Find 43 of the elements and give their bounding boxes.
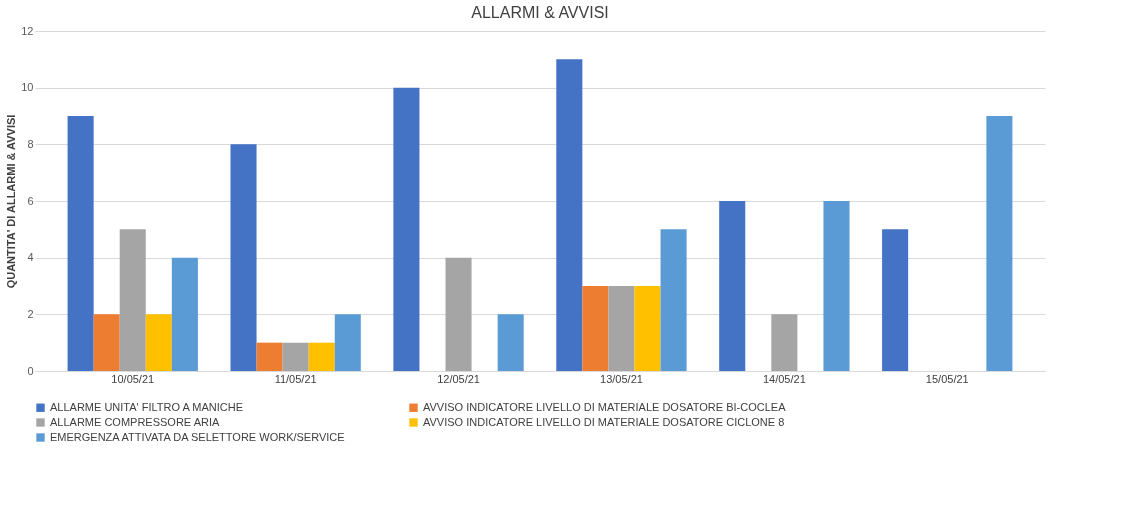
y-tick-label: 6 [27, 194, 34, 207]
bar [67, 116, 94, 371]
legend-label: EMERGENZA ATTIVATA DA SELETTORE WORK/SERVICE [50, 430, 345, 443]
bar [582, 286, 609, 371]
y-tick-label: 10 [21, 81, 34, 94]
chart-title: ALLARMI & AVVISI [471, 4, 609, 21]
bar [771, 314, 798, 371]
y-axis-title: QUANTITA' DI ALLARMI & AVVISI [5, 114, 18, 289]
bar [93, 314, 120, 371]
y-tick-label: 4 [27, 251, 34, 264]
x-tick-label: 10/05/21 [111, 372, 155, 385]
bar [230, 144, 257, 371]
legend-label: ALLARME UNITA' FILTRO A MANICHE [50, 400, 244, 413]
bar [608, 286, 635, 371]
bar [393, 87, 420, 371]
y-tick-label: 0 [27, 364, 34, 377]
bar [282, 342, 309, 371]
bar [334, 314, 361, 371]
bar [882, 229, 909, 371]
bar [823, 201, 850, 371]
bar [660, 229, 687, 371]
bar [256, 342, 283, 371]
bar [308, 342, 335, 371]
x-tick-label: 12/05/21 [437, 372, 480, 385]
legend-label: ALLARME COMPRESSORE ARIA [50, 415, 220, 428]
bar [119, 229, 146, 371]
bar [171, 257, 198, 371]
bar [445, 257, 472, 371]
x-tick-label: 13/05/21 [600, 372, 643, 385]
bar [145, 314, 172, 371]
bar [719, 201, 746, 371]
bar [556, 59, 583, 371]
y-tick-label: 12 [21, 24, 34, 37]
x-tick-label: 11/05/21 [274, 372, 317, 385]
y-tick-label: 8 [27, 137, 34, 150]
legend-label: AVVISO INDICATORE LIVELLO DI MATERIALE DOSATORE CICLONE 8 [423, 415, 785, 428]
bar [497, 314, 524, 371]
bar [634, 286, 661, 371]
x-tick-label: 15/05/21 [925, 372, 969, 385]
y-tick-label: 2 [27, 307, 34, 320]
bar [986, 116, 1013, 371]
x-tick-label: 14/05/21 [762, 372, 806, 385]
legend-label: AVVISO INDICATORE LIVELLO DI MATERIALE DOSATORE BI-COCLEA [423, 400, 787, 413]
